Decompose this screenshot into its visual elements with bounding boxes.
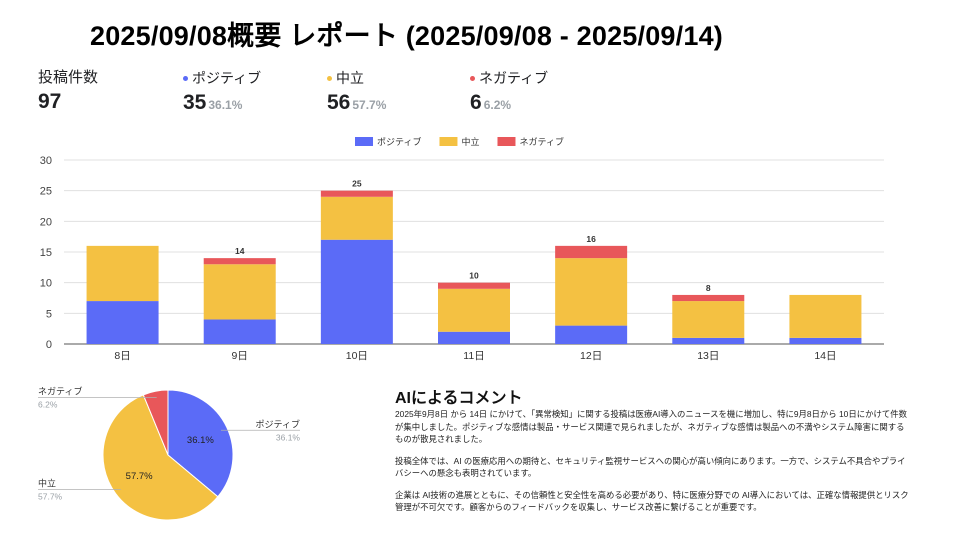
pie-slice: [142, 389, 169, 456]
bar-segment: [203, 258, 276, 265]
bar-total-label: 14: [235, 246, 245, 256]
negative-stat-label: ネガティブ: [479, 70, 549, 86]
bar-total-label: 16: [586, 234, 596, 244]
ai-comment-body: 2025年9月8日 から 14日 にかけて、「異常検知」に関する投稿は医療AI導…: [395, 408, 910, 523]
pie-slice-label: 57.7%: [126, 471, 153, 482]
legend-label: 中立: [461, 136, 479, 147]
report-title: 2025/09/08概要 レポート (2025/09/08 - 2025/09/…: [90, 21, 723, 51]
ai-comment-paragraph: 投稿全体では、AI の医療応用への期待と、セキュリティ監視サービスへの関心が高い…: [395, 455, 906, 479]
neutral-dot-icon: [327, 75, 332, 81]
negative-stat-value: 6: [470, 91, 482, 114]
pie-slice-label: 36.1%: [187, 435, 214, 446]
daily-sentiment-bar-chart: ポジティブ 中立 ネガティブ 0 5 10 15 20 25 30 8日 14 9日 25 10日 10 11日…: [40, 136, 884, 362]
positive-dot-icon: [183, 75, 188, 81]
neutral-stat-pct: 57.7%: [352, 98, 387, 112]
bar-segment: [203, 264, 276, 320]
total-posts-value: 97: [38, 90, 62, 113]
legend-swatch: [439, 137, 458, 146]
x-tick-label: 13日: [697, 350, 719, 362]
positive-stat-pct: 36.1%: [208, 98, 243, 112]
bar-segment: [86, 245, 159, 302]
x-tick-label: 14日: [814, 350, 836, 362]
bar-segment: [555, 258, 628, 326]
positive-stat: ポジティブ 35 36.1%: [183, 68, 261, 115]
bar-total-label: 25: [352, 179, 362, 189]
x-tick-label: 12日: [580, 350, 602, 362]
bar-total-label: 8: [706, 283, 711, 293]
negative-stat-pct: 6.2%: [483, 98, 512, 112]
x-tick-label: 8日: [114, 350, 130, 362]
bar-segment: [438, 288, 510, 332]
y-tick-label: 25: [40, 186, 52, 198]
pie-pct-label: 6.2%: [38, 400, 58, 410]
neutral-stat: 中立 56 57.7%: [327, 68, 386, 115]
negative-dot-icon: [470, 75, 475, 81]
bar-segment: [320, 190, 393, 197]
x-tick-label: 9日: [232, 350, 248, 362]
y-tick-label: 5: [46, 308, 52, 320]
bar-segment: [555, 245, 628, 259]
pie-slice: [102, 394, 219, 521]
pie-pct-label: 57.7%: [38, 492, 63, 502]
y-tick-label: 10: [40, 278, 52, 290]
y-tick-label: 20: [40, 216, 52, 228]
bar-segment: [789, 337, 862, 344]
neutral-stat-label: 中立: [336, 70, 364, 86]
ai-comment-paragraph: 2025年9月8日 から 14日 にかけて、「異常検知」に関する投稿は医療AI導…: [395, 409, 907, 444]
ai-comment-paragraph: 企業は AI技術の進展とともに、その信頼性と安全性を高める必要があり、特に医療分…: [395, 489, 909, 513]
y-tick-label: 30: [40, 155, 52, 167]
bar-segment: [672, 337, 745, 344]
bar-segment: [438, 331, 510, 344]
ai-comment-title: AIによるコメント: [395, 390, 523, 407]
bar-segment: [438, 282, 510, 289]
bar-segment: [672, 294, 745, 302]
legend-label: ポジティブ: [377, 136, 421, 147]
pie-name-label: ポジティブ: [256, 418, 300, 429]
bar-segment: [320, 239, 393, 344]
bar-segment: [203, 319, 276, 344]
bar-segment: [672, 301, 745, 338]
bar-total-label: 10: [469, 271, 479, 281]
total-posts-label: 投稿件数: [38, 69, 99, 86]
x-tick-label: 10日: [346, 350, 368, 362]
legend-swatch: [497, 137, 516, 146]
negative-stat: ネガティブ 6 6.2%: [470, 68, 548, 115]
bar-segment: [320, 196, 393, 240]
pie-name-label: ネガティブ: [38, 386, 82, 397]
pie-name-label: 中立: [38, 478, 56, 489]
x-tick-label: 11日: [463, 350, 484, 362]
sentiment-pie-chart: 36.1% 57.7% ポジティブ 36.1% 中立 57.7% ネガティブ 6.2%: [38, 386, 301, 521]
legend-swatch: [355, 137, 373, 146]
y-tick-label: 15: [40, 247, 52, 259]
positive-stat-label: ポジティブ: [192, 70, 262, 86]
total-posts-stat: 投稿件数 97: [38, 66, 98, 114]
y-tick-label: 0: [46, 339, 52, 351]
positive-stat-value: 35: [183, 91, 207, 114]
pie-pct-label: 36.1%: [276, 432, 301, 442]
bar-segment: [789, 294, 862, 338]
pie-slice: [167, 389, 234, 498]
neutral-stat-value: 56: [327, 91, 351, 114]
bar-segment: [555, 325, 628, 344]
legend-label: ネガティブ: [519, 136, 563, 147]
bar-segment: [86, 301, 159, 344]
